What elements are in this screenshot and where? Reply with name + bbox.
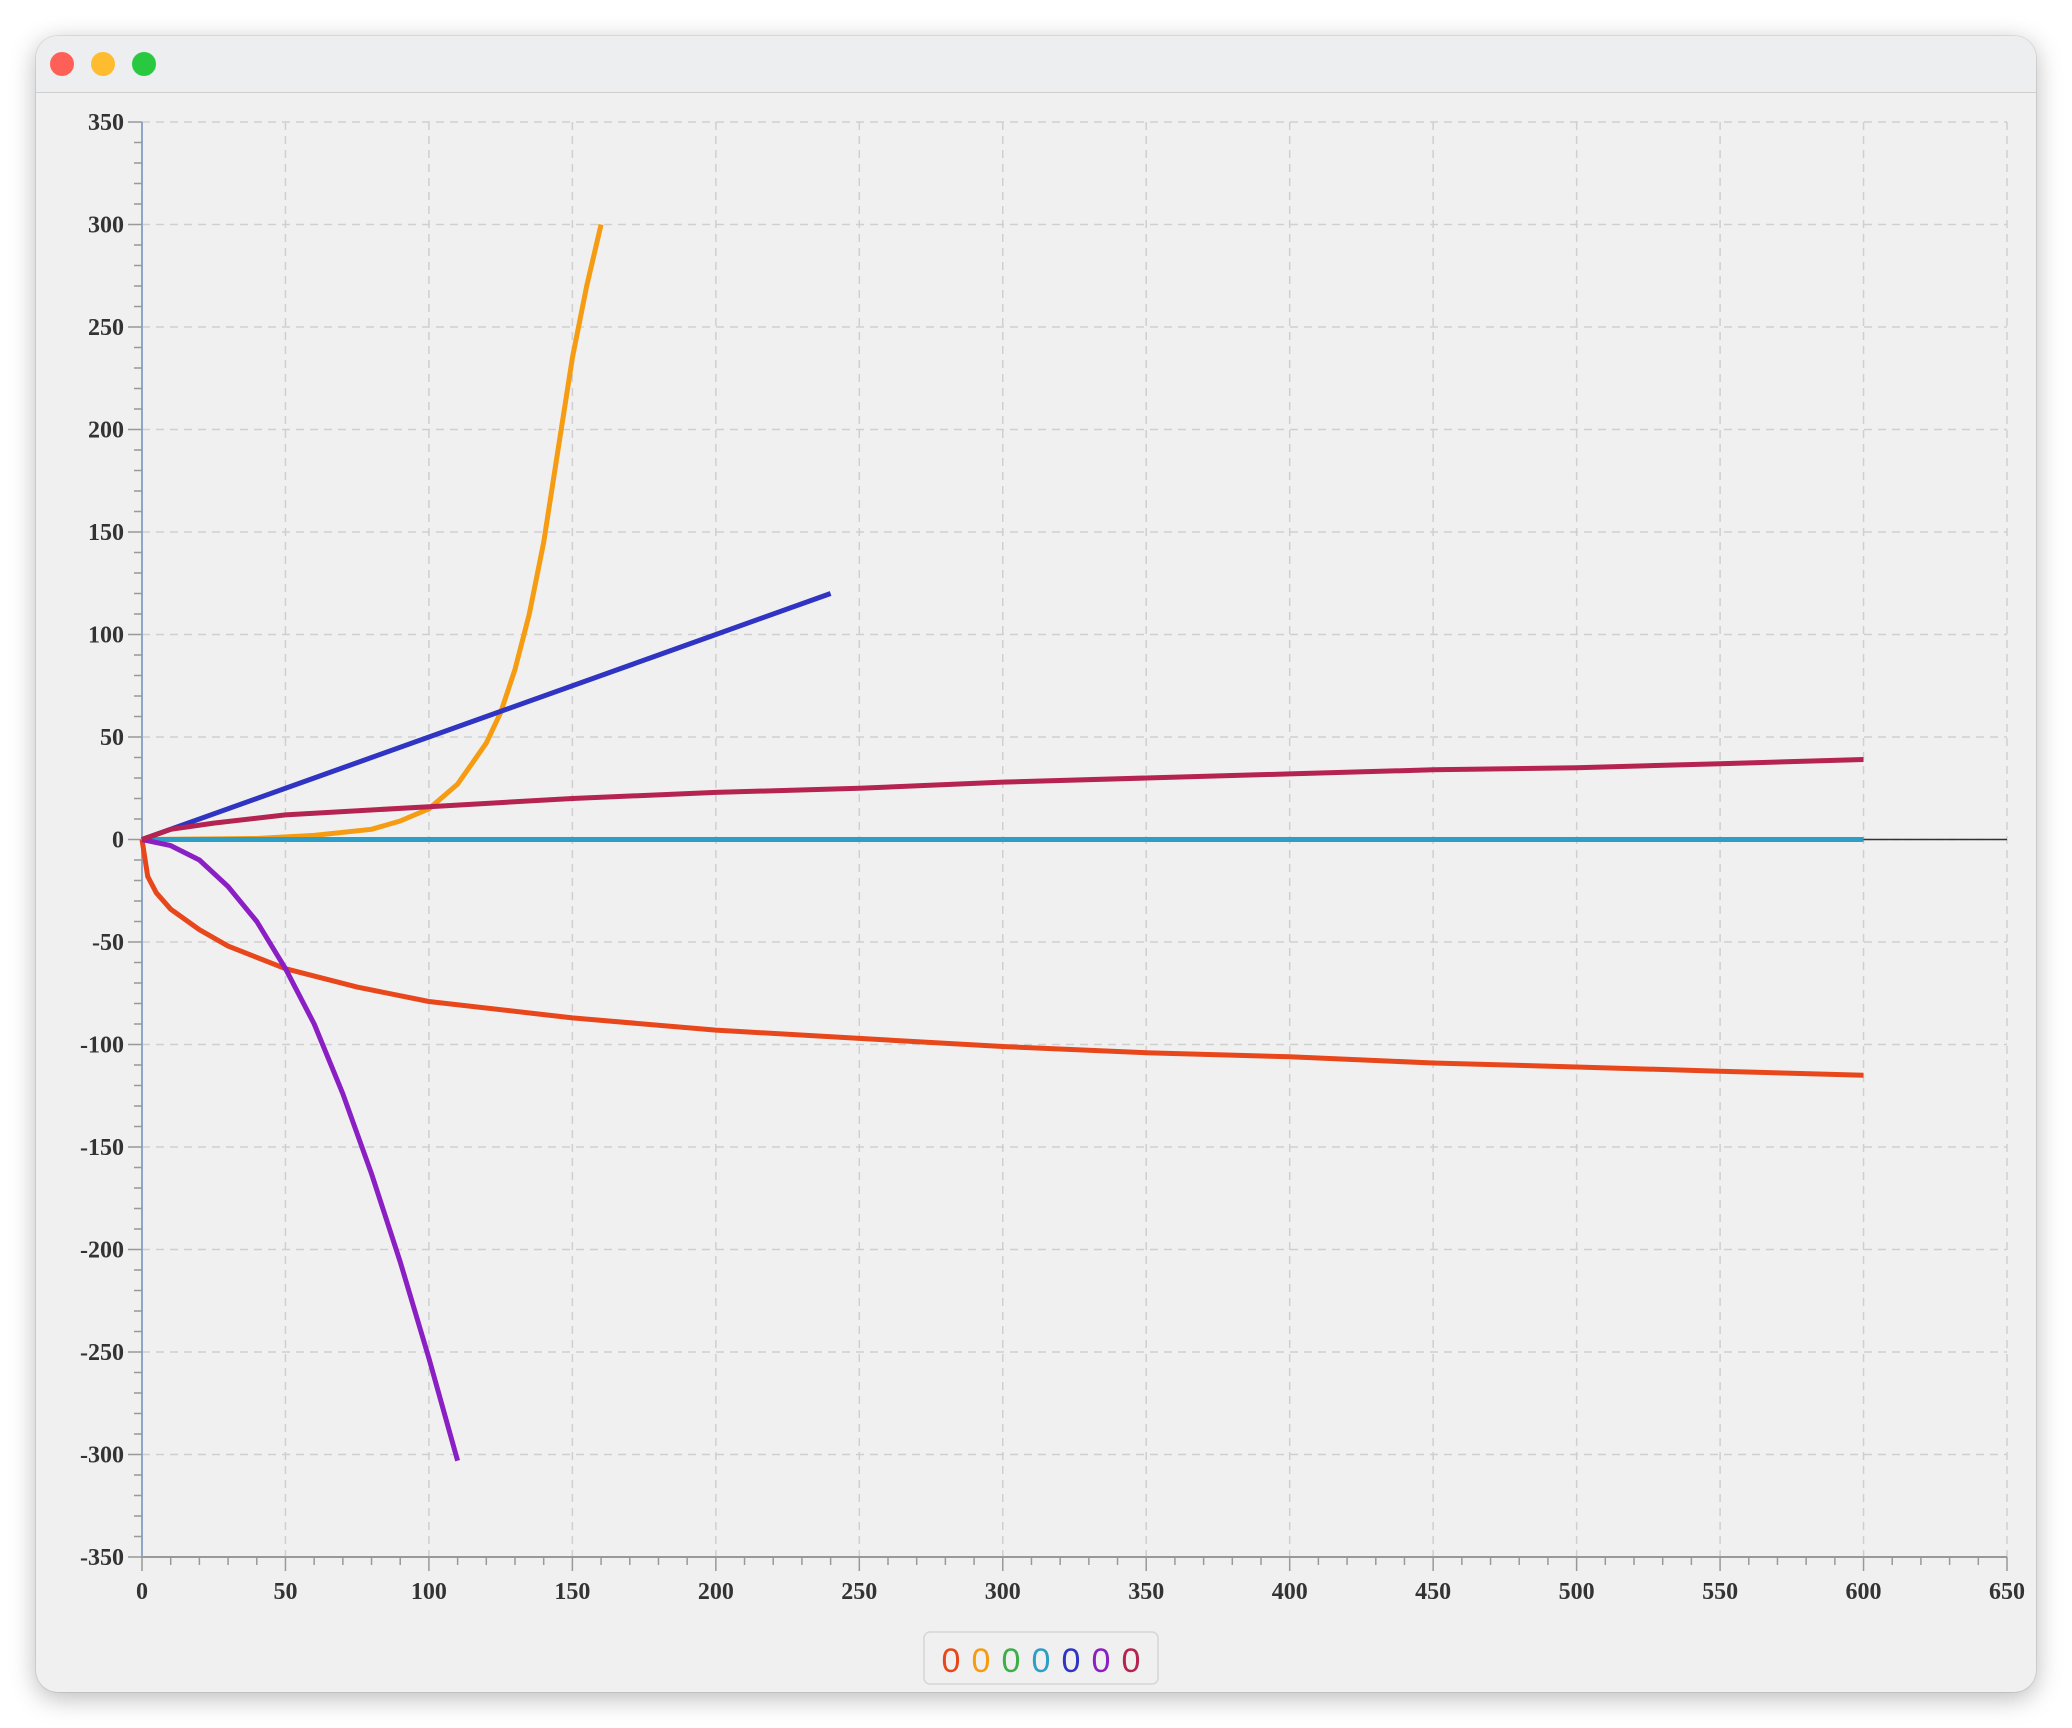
y-tick-label: 350 <box>88 110 124 136</box>
y-tick-label: -250 <box>80 1340 124 1366</box>
axes: 350300250200150100500-50-100-150-200-250… <box>80 110 2025 1605</box>
x-tick-label: 500 <box>1559 1579 1595 1605</box>
legend-item-6: 0 <box>1092 1642 1111 1680</box>
y-tick-label: 0 <box>112 828 124 854</box>
y-tick-label: -50 <box>92 930 124 956</box>
x-tick-label: 550 <box>1702 1579 1738 1605</box>
y-tick-label: -300 <box>80 1443 124 1469</box>
close-button[interactable] <box>50 52 74 76</box>
legend-item-4: 0 <box>1032 1642 1051 1680</box>
title-bar <box>36 36 2036 93</box>
series-line-1 <box>139 839 1864 1078</box>
x-tick-label: 0 <box>136 1579 148 1605</box>
series-line-6 <box>141 837 461 1462</box>
x-tick-label: 50 <box>273 1579 297 1605</box>
y-tick-label: 200 <box>88 418 124 444</box>
y-tick-label: -150 <box>80 1135 124 1161</box>
series-line-7 <box>141 757 1864 842</box>
y-tick-label: 150 <box>88 520 124 546</box>
minimize-button[interactable] <box>91 52 115 76</box>
legend-item-5: 0 <box>1062 1642 1081 1680</box>
y-tick-label: 300 <box>88 213 124 239</box>
y-tick-label: 50 <box>100 725 124 751</box>
legend-item-3: 0 <box>1002 1642 1021 1680</box>
x-tick-label: 400 <box>1272 1579 1308 1605</box>
x-tick-label: 450 <box>1415 1579 1451 1605</box>
y-tick-label: -200 <box>80 1238 124 1264</box>
x-tick-label: 350 <box>1128 1579 1164 1605</box>
legend-item-1: 0 <box>942 1642 961 1680</box>
x-tick-label: 150 <box>554 1579 590 1605</box>
series-line-2 <box>141 223 604 842</box>
x-tick-label: 200 <box>698 1579 734 1605</box>
series-lines <box>139 223 1864 1462</box>
x-tick-label: 250 <box>841 1579 877 1605</box>
x-tick-label: 100 <box>411 1579 447 1605</box>
x-tick-label: 300 <box>985 1579 1021 1605</box>
legend-item-7: 0 <box>1122 1642 1141 1680</box>
legend-item-2: 0 <box>972 1642 991 1680</box>
app-window: 350 300 250 200 150 100 50 0 -50 -100 -150 -200 -250… <box>36 36 2036 1692</box>
legend-box <box>923 1631 1159 1685</box>
series-line-5 <box>141 591 832 842</box>
y-tick-label: -350 <box>80 1545 124 1571</box>
zoom-button[interactable] <box>132 52 156 76</box>
x-tick-label: 650 <box>1989 1579 2025 1605</box>
y-tick-label: 250 <box>88 315 124 341</box>
y-tick-label: -100 <box>80 1033 124 1059</box>
line-chart: 350300250200150100500-50-100-150-200-250… <box>80 110 2025 1685</box>
x-tick-label: 600 <box>1846 1579 1882 1605</box>
y-tick-label: 100 <box>88 623 124 649</box>
